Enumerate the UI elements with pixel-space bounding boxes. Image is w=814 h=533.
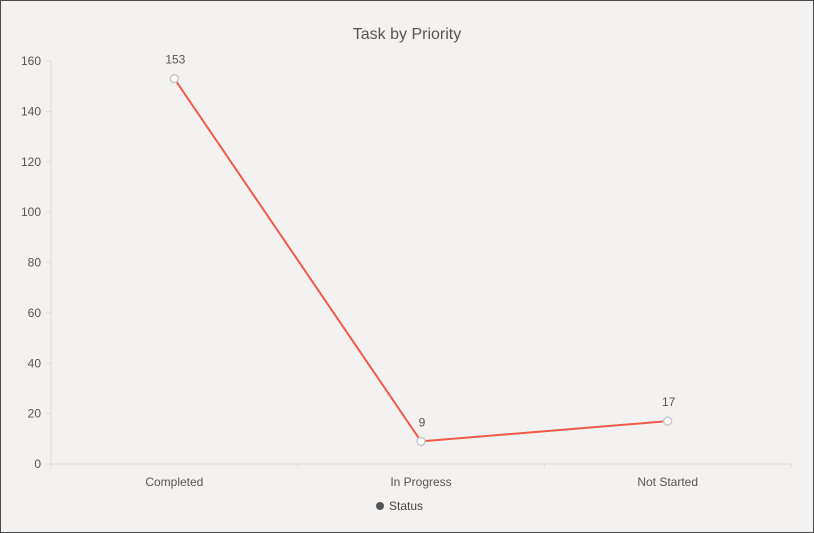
- data-point[interactable]: [416, 436, 426, 447]
- x-tick-label: Completed: [145, 475, 203, 489]
- chart-title: Task by Priority: [353, 26, 461, 43]
- data-label: 153: [165, 53, 185, 67]
- y-tick-label: 40: [28, 356, 42, 370]
- y-tick-label: 140: [21, 104, 41, 118]
- series-group: [169, 73, 673, 447]
- x-axis: Completed In Progress Not Started: [50, 463, 792, 489]
- y-tick-label: 100: [21, 205, 41, 219]
- data-point[interactable]: [169, 73, 180, 84]
- y-axis: 0 20 40 60 80 100 120 140 160: [21, 54, 52, 471]
- data-label: 17: [662, 395, 676, 409]
- y-tick-label: 80: [28, 256, 42, 270]
- y-tick-label: 160: [21, 54, 41, 68]
- series-line: [173, 78, 668, 443]
- x-tick-label: In Progress: [390, 475, 451, 489]
- y-tick-label: 0: [34, 457, 41, 471]
- x-tick-label: Not Started: [637, 475, 698, 489]
- data-label: 9: [419, 415, 426, 429]
- legend[interactable]: Status: [376, 499, 423, 513]
- y-tick-label: 20: [28, 407, 42, 421]
- data-labels: 153 9 17: [165, 53, 675, 430]
- y-tick-label: 120: [21, 155, 41, 169]
- data-point[interactable]: [662, 416, 673, 426]
- y-tick-label: 60: [28, 306, 42, 320]
- legend-marker: [376, 502, 384, 510]
- legend-label: Status: [389, 499, 423, 513]
